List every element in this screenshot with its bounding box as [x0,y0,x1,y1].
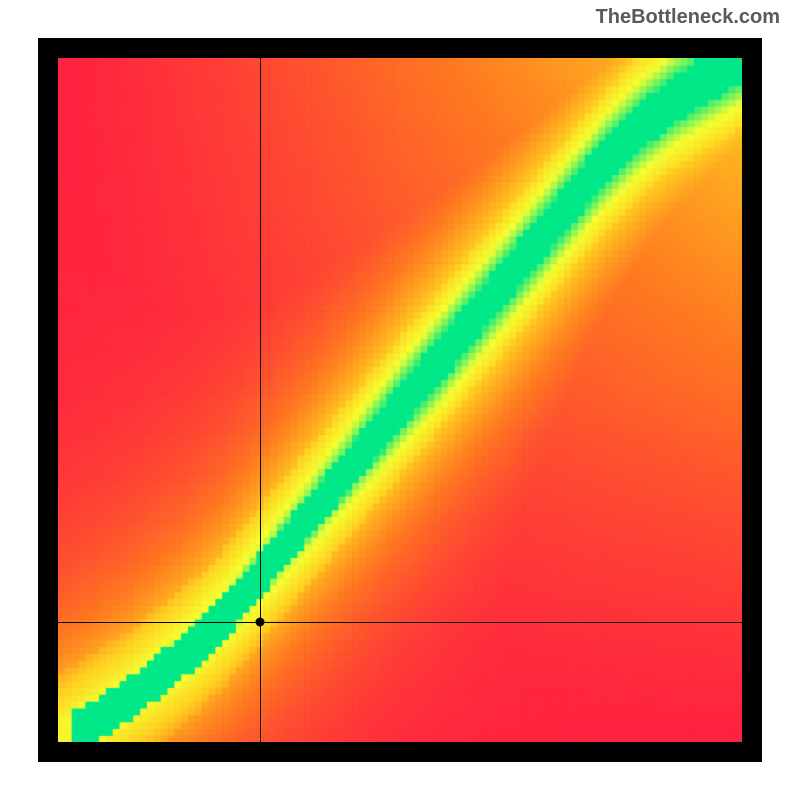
bottleneck-heatmap [58,58,742,742]
plot-frame [38,38,762,762]
attribution-text: TheBottleneck.com [596,6,780,29]
crosshair-horizontal [58,622,742,623]
crosshair-marker [255,618,264,627]
crosshair-vertical [260,58,261,742]
